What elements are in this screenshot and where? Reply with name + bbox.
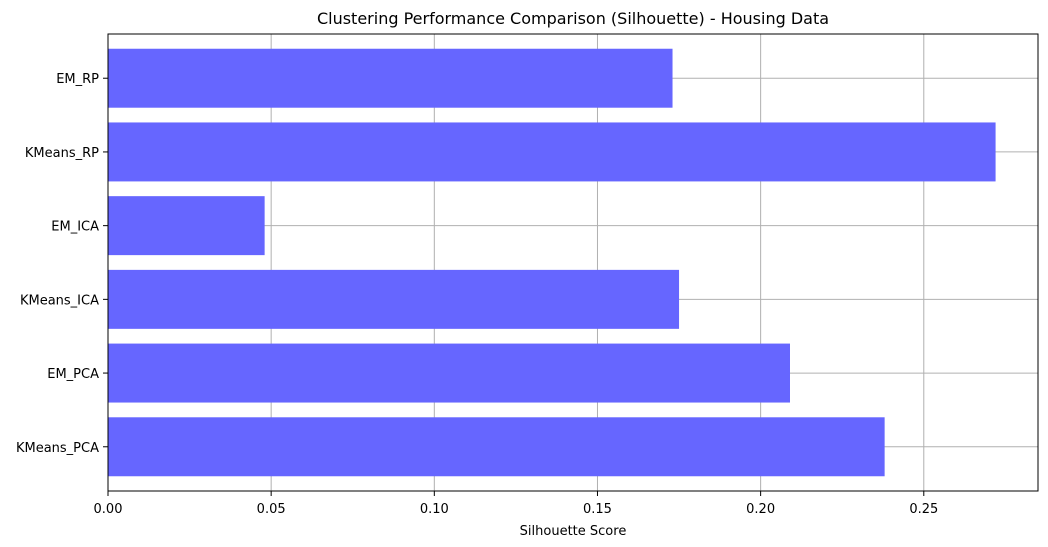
y-tick-label: KMeans_RP xyxy=(25,146,99,161)
x-tick-label: 0.00 xyxy=(94,502,123,517)
x-axis: 0.00 0.05 0.10 0.15 0.20 0.25 xyxy=(94,491,938,517)
bar-kmeans-pca xyxy=(108,417,885,477)
y-tick-label: EM_PCA xyxy=(47,367,99,382)
y-tick-label: EM_ICA xyxy=(51,220,99,235)
y-tick-label: KMeans_PCA xyxy=(16,441,99,456)
bar-em-ica xyxy=(108,196,265,256)
x-tick-label: 0.25 xyxy=(909,502,938,517)
y-axis: KMeans_PCA EM_PCA KMeans_ICA EM_ICA KMeans_R… xyxy=(16,72,108,456)
x-tick-label: 0.20 xyxy=(746,502,775,517)
plot-frame xyxy=(107,33,1039,492)
x-tick-label: 0.05 xyxy=(257,502,286,517)
x-axis-label: Silhouette Score xyxy=(520,524,627,539)
bar-kmeans-ica xyxy=(108,269,680,329)
bar-kmeans-rp xyxy=(108,122,996,182)
bar-em-rp xyxy=(108,48,673,108)
bars xyxy=(108,48,996,477)
y-tick-label: KMeans_ICA xyxy=(20,293,99,308)
y-tick-label: EM_RP xyxy=(56,72,99,87)
chart-title: Clustering Performance Comparison (Silho… xyxy=(317,9,829,28)
x-tick-label: 0.15 xyxy=(583,502,612,517)
x-tick-label: 0.10 xyxy=(420,502,449,517)
bar-em-pca xyxy=(108,343,790,403)
